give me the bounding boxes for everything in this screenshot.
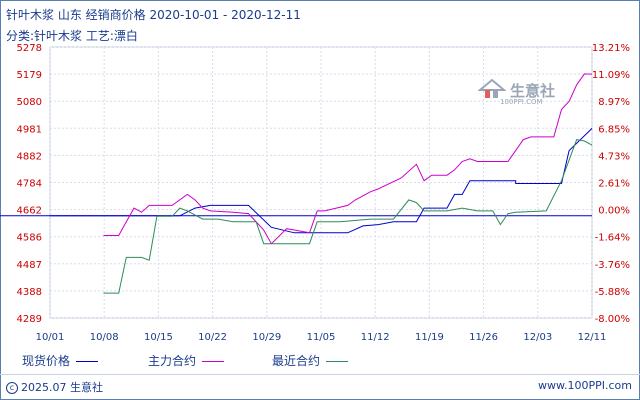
legend-swatch: [76, 361, 99, 362]
y-left-tick-label: 4586: [17, 233, 42, 244]
y-left-tick-label: 5179: [17, 70, 42, 81]
y-left-tick-label: 5278: [17, 43, 42, 54]
y-right-tick-label: -3.76%: [595, 260, 630, 271]
watermark: 生意社: [510, 82, 556, 100]
legend-item-recent-contract: 最近合约: [272, 352, 349, 369]
legend-swatch: [326, 361, 349, 362]
x-tick-label: 10/15: [144, 332, 173, 343]
legend-label: 最近合约: [272, 354, 321, 368]
x-tick-label: 10/08: [90, 332, 119, 343]
y-right-tick-label: 0.00%: [598, 206, 630, 217]
y-right-tick-label: 2.61%: [598, 179, 630, 190]
footer-copyright: c 2025.07 生意社: [6, 379, 103, 395]
y-left-tick-label: 5080: [17, 97, 42, 108]
y-right-tick-label: 6.85%: [598, 124, 630, 135]
x-tick-label: 10/22: [198, 332, 227, 343]
y-right-tick-label: 13.21%: [592, 43, 630, 54]
x-tick-label: 11/19: [415, 332, 444, 343]
y-right-tick-label: -1.64%: [595, 233, 630, 244]
legend-item-spot: 现货价格: [22, 352, 99, 369]
footer-rule: [0, 374, 640, 375]
series-line-1: [103, 73, 593, 245]
chart-title: 针叶木浆 山东 经销商价格 2020-10-01 - 2020-12-11: [6, 8, 301, 22]
y-left-tick-label: 4981: [17, 124, 42, 135]
footer-copyright-text: 2025.07 生意社: [21, 381, 103, 394]
legend-swatch: [202, 361, 225, 362]
x-tick-label: 11/05: [307, 332, 336, 343]
footer-site-link[interactable]: www.100PPI.com: [538, 379, 632, 392]
series-line-0: [50, 128, 593, 234]
x-tick-label: 12/11: [578, 332, 607, 343]
x-tick-label: 11/26: [469, 332, 498, 343]
watermark-sub: 100PPI.COM: [500, 98, 543, 106]
x-tick-label: 12/03: [523, 332, 552, 343]
y-right-tick-label: -8.00%: [595, 314, 630, 325]
y-right-tick-label: 4.73%: [598, 151, 630, 162]
ticks-layer: 5278 13.21% 5179 11.09% 5080 8.97% 4981 6.85% 48…: [17, 43, 630, 343]
y-right-tick-label: 8.97%: [598, 97, 630, 108]
y-left-tick-label: 4662: [17, 206, 42, 217]
y-left-tick-label: 4882: [17, 151, 42, 162]
chart-subtitle: 分类:针叶木浆 工艺:漂白: [6, 29, 138, 43]
grid-layer: [0, 46, 593, 319]
copyright-icon: c: [6, 382, 18, 394]
x-tick-label: 10/29: [252, 332, 281, 343]
series-layer: [50, 73, 593, 294]
legend-label: 主力合约: [148, 354, 197, 368]
series-line-2: [103, 139, 593, 294]
y-right-tick-label: -5.88%: [595, 287, 630, 298]
y-left-tick-label: 4487: [17, 260, 42, 271]
legend-label: 现货价格: [22, 354, 71, 368]
brand-logo-icon: [478, 78, 506, 98]
y-left-tick-label: 4784: [17, 179, 42, 190]
x-tick-label: 11/12: [361, 332, 390, 343]
y-left-tick-label: 4388: [17, 287, 42, 298]
y-right-tick-label: 11.09%: [592, 70, 630, 81]
x-tick-label: 10/01: [36, 332, 65, 343]
y-left-tick-label: 4289: [17, 314, 42, 325]
legend-item-main-contract: 主力合约: [148, 352, 225, 369]
